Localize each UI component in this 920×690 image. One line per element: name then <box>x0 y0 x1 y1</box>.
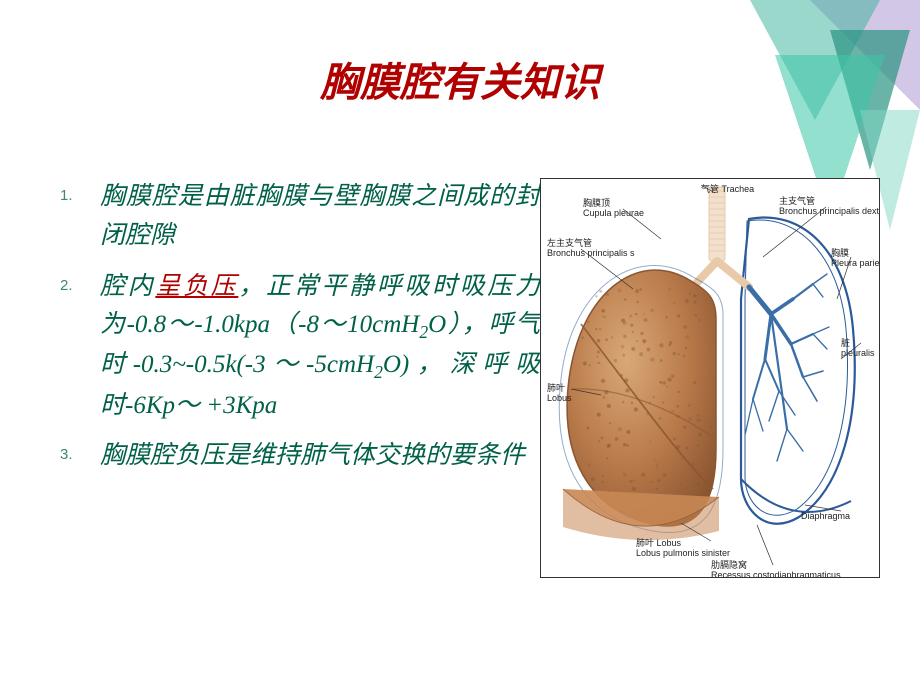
anatomy-label: Diaphragma <box>801 512 850 522</box>
slide: 胸膜腔有关知识 胸膜腔是由脏胸膜与壁胸膜之间成的封闭腔隙腔内呈负压，正常平静呼吸… <box>0 0 920 690</box>
bullet-list: 胸膜腔是由脏胸膜与壁胸膜之间成的封闭腔隙腔内呈负压，正常平静呼吸时吸压力为-0.… <box>60 178 540 476</box>
slide-title: 胸膜腔有关知识 <box>60 50 860 108</box>
anatomy-label: 肋膈隐窝Recessus costodiaphragmaticus <box>711 561 841 578</box>
text-column: 胸膜腔是由脏胸膜与壁胸膜之间成的封闭腔隙腔内呈负压，正常平静呼吸时吸压力为-0.… <box>60 178 540 578</box>
list-item: 腔内呈负压，正常平静呼吸时吸压力为-0.8～-1.0kpa（-8～10cmH2O… <box>60 268 540 426</box>
list-item: 胸膜腔是由脏胸膜与壁胸膜之间成的封闭腔隙 <box>60 178 540 256</box>
anatomy-label: 主支气管Bronchus principalis dexter <box>779 197 880 217</box>
anatomy-label: 脏pleuralis <box>841 339 875 359</box>
anatomy-label: 胸膜顶Cupula pleurae <box>583 199 644 219</box>
anatomy-label: 肺叶 LobusLobus pulmonis sinister <box>636 539 730 559</box>
accent-text: 呈负压 <box>155 273 238 300</box>
anatomy-label: 左主支气管Bronchus principalis s <box>547 239 635 259</box>
list-item: 胸膜腔负压是维持肺气体交换的要条件 <box>60 437 540 476</box>
anatomy-figure: 气管 Trachea 胸膜顶Cupula pleurae 左主支气管Bronchus… <box>540 178 880 578</box>
anatomy-label: 胸膜Pleura parietalis <box>831 249 880 269</box>
anatomy-label: 气管 Trachea <box>701 185 754 195</box>
anatomy-label: 肺叶Lobus <box>547 384 572 404</box>
content-row: 胸膜腔是由脏胸膜与壁胸膜之间成的封闭腔隙腔内呈负压，正常平静呼吸时吸压力为-0.… <box>60 178 860 578</box>
